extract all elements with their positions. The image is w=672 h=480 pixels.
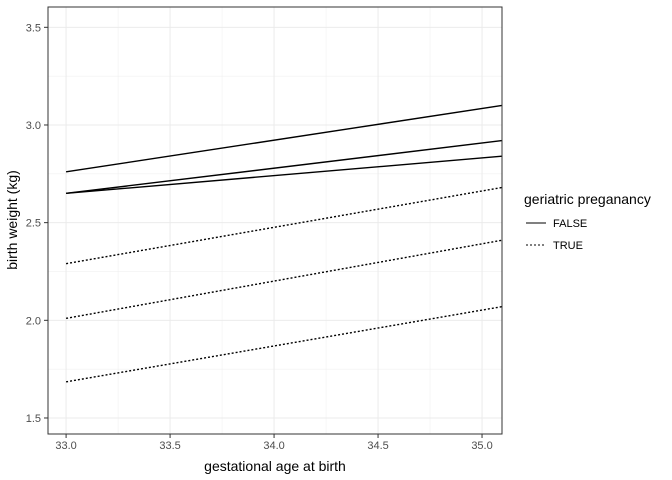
y-tick-label: 2.0 (26, 315, 41, 327)
legend-title: geriatric preganancy (524, 191, 651, 207)
y-axis-label: birth weight (kg) (4, 170, 20, 270)
plot-panel (48, 7, 502, 434)
x-tick-label: 34.5 (367, 440, 388, 452)
series-line-true (65, 305, 503, 383)
x-axis-label: gestational age at birth (204, 458, 346, 474)
y-tick-label: 1.5 (26, 413, 41, 425)
x-tick-label: 35.0 (471, 440, 492, 452)
y-tick-label: 3.5 (26, 22, 41, 34)
series-line-true (65, 239, 503, 320)
y-tick-label: 3.0 (26, 120, 41, 132)
x-axis: 33.0 33.5 34.0 34.5 35.0 (55, 434, 493, 452)
series-line-false (65, 104, 503, 173)
legend-label-true: TRUE (553, 240, 583, 252)
series-line-false (66, 155, 503, 195)
series-line-false (66, 139, 503, 195)
y-axis: 1.5 2.0 2.5 3.0 3.5 (26, 22, 48, 425)
series-line-true (65, 186, 503, 265)
x-tick-label: 33.0 (55, 440, 76, 452)
series-lines (65, 104, 503, 383)
panel-border (47, 6, 503, 435)
x-tick-label: 33.5 (159, 440, 180, 452)
y-tick-label: 2.5 (26, 218, 41, 230)
gridlines (48, 7, 502, 434)
legend: geriatric preganancy FALSE TRUE (524, 191, 651, 252)
x-tick-label: 34.0 (263, 440, 284, 452)
legend-label-false: FALSE (553, 218, 587, 230)
